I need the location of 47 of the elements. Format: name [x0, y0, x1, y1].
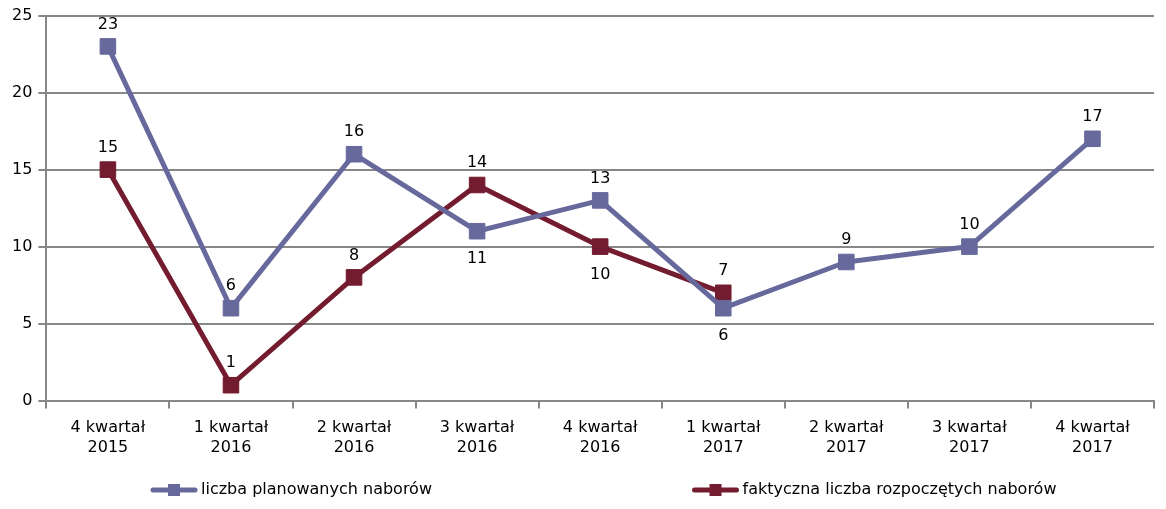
data-label: 6	[225, 275, 237, 295]
data-label: 1	[225, 352, 237, 372]
point	[714, 299, 732, 317]
y-tick-label: 5	[22, 312, 33, 332]
data-label: 17	[1082, 105, 1103, 125]
point	[468, 222, 486, 240]
x-tick-label: 2 kwartał 2017	[809, 417, 885, 456]
point	[1084, 130, 1101, 148]
data-label: 8	[348, 244, 360, 264]
legend-label: faktyczna liczba rozpoczętych naborów	[742, 479, 1057, 499]
data-label: 7	[718, 259, 729, 279]
x-tick-label: 3 kwartał 2017	[932, 417, 1008, 456]
point	[99, 38, 117, 55]
x-tick-label: 2 kwartał 2016	[316, 417, 392, 456]
point	[591, 192, 609, 209]
legend-label: liczba planowanych naborów	[201, 479, 432, 499]
data-label: 15	[97, 136, 119, 156]
point	[468, 176, 486, 194]
y-tick-label: 15	[12, 158, 33, 178]
y-tick-label: 0	[22, 389, 33, 409]
point	[345, 145, 363, 163]
data-label: 6	[718, 325, 729, 345]
x-tick-label: 4 kwartał 2016	[562, 417, 638, 456]
data-label: 11	[466, 248, 488, 268]
data-label: 10	[959, 213, 980, 233]
data-label: 23	[97, 13, 119, 33]
data-label: 14	[466, 152, 488, 172]
y-tick-label: 20	[12, 81, 33, 101]
x-tick-label: 1 kwartał 2017	[685, 417, 762, 456]
y-tick-label: 10	[12, 235, 33, 255]
point	[222, 299, 240, 317]
data-label: 16	[343, 121, 365, 141]
point	[591, 238, 609, 255]
x-tick-label: 4 kwartał 2015	[70, 417, 146, 456]
point	[961, 238, 978, 255]
point	[222, 376, 240, 394]
point	[345, 269, 363, 286]
data-label: 9	[841, 229, 852, 249]
data-label: 10	[590, 263, 611, 283]
x-tick-label: 4 kwartał 2017	[1055, 417, 1131, 456]
data-label: 13	[590, 167, 611, 187]
point	[838, 253, 855, 271]
point	[99, 161, 117, 178]
x-tick-label: 3 kwartał 2016	[439, 417, 515, 456]
point	[714, 284, 732, 302]
x-tick-label: 1 kwartał 2016	[193, 417, 269, 456]
y-tick-label: 25	[12, 4, 33, 24]
